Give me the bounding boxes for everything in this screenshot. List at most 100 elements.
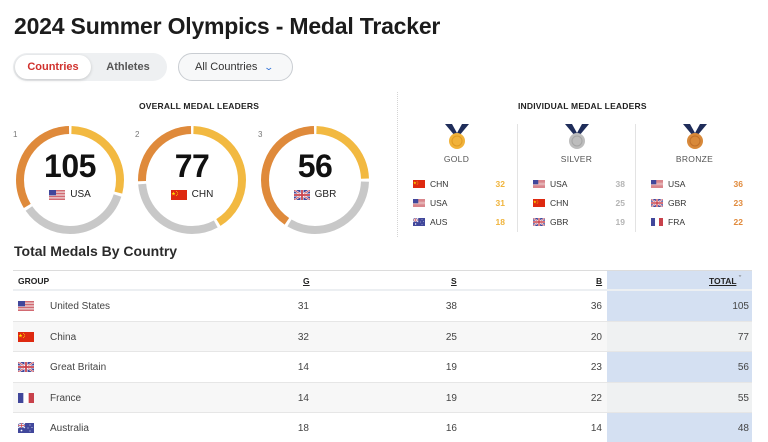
- overall-leader-gbr[interactable]: 3 56 GBR: [255, 120, 375, 240]
- country-code: AUS: [430, 217, 448, 227]
- country-code: CHN: [191, 189, 214, 200]
- table-row[interactable]: France 14 19 22 55: [13, 382, 752, 413]
- tab-athletes[interactable]: Athletes: [106, 61, 150, 73]
- flag-usa-icon: [18, 301, 34, 311]
- table-row[interactable]: Great Britain 14 19 23 56: [13, 352, 752, 383]
- bronze-count: 36: [590, 301, 602, 312]
- country-label: CHN: [132, 189, 252, 200]
- medal-count: 32: [495, 179, 505, 189]
- medal-count: 22: [733, 217, 743, 227]
- header-silver[interactable]: S: [451, 276, 457, 286]
- country-code: USA: [550, 179, 568, 189]
- header-gold[interactable]: G: [303, 276, 310, 286]
- gold-count: 32: [297, 331, 309, 343]
- total-count: 56: [737, 362, 749, 373]
- gold-count: 14: [297, 362, 309, 373]
- leader-row[interactable]: CHN 32: [398, 177, 515, 191]
- overall-leader-usa[interactable]: 1 105 USA: [10, 120, 130, 240]
- country-code: CHN: [550, 198, 569, 208]
- leader-row[interactable]: CHN 25: [518, 196, 635, 210]
- leader-row[interactable]: GBR 19: [518, 215, 635, 229]
- country-name: United States: [50, 301, 111, 312]
- table-top-border: [13, 270, 752, 271]
- medal-count: 23: [733, 198, 743, 208]
- flag-usa-icon: [413, 199, 425, 207]
- country-name: China: [50, 331, 77, 343]
- medal-count: 19: [615, 217, 625, 227]
- gold-count: 14: [297, 392, 309, 404]
- country-name: France: [50, 392, 82, 404]
- leader-row[interactable]: FRA 22: [636, 215, 753, 229]
- rank-label: 2: [135, 130, 140, 139]
- tab-countries[interactable]: Countries: [15, 55, 91, 79]
- table-row[interactable]: United States 31 38 36 105: [13, 291, 752, 322]
- total-column-highlight: [607, 270, 752, 442]
- flag-chn-icon: [170, 189, 187, 200]
- overall-leader-chn[interactable]: 2 77 CHN: [132, 120, 252, 240]
- total-cell-bg: [607, 382, 752, 412]
- bronze-medal-icon: [682, 124, 707, 149]
- total-count: 55: [737, 392, 749, 404]
- leader-row[interactable]: USA 31: [398, 196, 515, 210]
- leader-row[interactable]: USA 36: [636, 177, 753, 191]
- medal-label: GOLD: [443, 154, 470, 164]
- country-label: GBR: [255, 189, 375, 200]
- flag-gbr-icon: [651, 199, 663, 207]
- total-medals: 56: [297, 148, 333, 184]
- flag-fra-icon: [18, 392, 34, 403]
- total-count: 48: [737, 423, 749, 434]
- medal-column-gold: GOLD CHN 32 USA 31 AUS 18: [398, 122, 515, 227]
- leader-row[interactable]: AUS 18: [398, 215, 515, 229]
- total-count: 77: [737, 331, 749, 343]
- medal-ring-chart: [261, 126, 369, 234]
- bronze-count: 20: [590, 331, 602, 343]
- country-code: FRA: [668, 217, 685, 227]
- silver-count: 19: [445, 362, 457, 373]
- country-filter-value: All Countries: [195, 61, 258, 73]
- gold-medal-icon: [444, 124, 469, 149]
- gold-count: 18: [297, 423, 309, 434]
- country-code: CHN: [430, 179, 449, 189]
- header-total[interactable]: TOTAL ˇ: [709, 276, 742, 286]
- sort-chevron-icon: ˇ: [738, 276, 742, 283]
- total-medals: 77: [174, 148, 210, 184]
- header-bronze[interactable]: B: [596, 276, 603, 286]
- medal-column-bronze: BRONZE USA 36 GBR 23 FRA 22: [636, 122, 753, 227]
- medal-ring-chart: [16, 126, 124, 234]
- country-name: Great Britain: [50, 362, 107, 373]
- leader-row[interactable]: GBR 23: [636, 196, 753, 210]
- section-divider: [397, 92, 398, 237]
- gold-count: 31: [297, 301, 309, 312]
- table-row[interactable]: Australia 18 16 14 48: [13, 413, 752, 442]
- medal-count: 25: [615, 198, 625, 208]
- flag-aus-icon: [413, 218, 425, 226]
- table-title: Total Medals By Country: [14, 243, 178, 259]
- country-code: USA: [430, 198, 448, 208]
- medal-label: BRONZE: [675, 154, 714, 164]
- country-code: USA: [70, 189, 91, 200]
- flag-gbr-icon: [533, 218, 545, 226]
- individual-leaders-heading: INDIVIDUAL MEDAL LEADERS: [518, 101, 647, 111]
- bronze-count: 22: [590, 392, 602, 404]
- total-cell-bg: [607, 321, 752, 351]
- total-medals: 105: [44, 148, 96, 184]
- medal-column-silver: SILVER USA 38 CHN 25 GBR 19: [518, 122, 635, 227]
- column-divider: [517, 124, 518, 232]
- leader-row[interactable]: USA 38: [518, 177, 635, 191]
- country-code: GBR: [668, 198, 687, 208]
- flag-gbr-icon: [293, 189, 310, 200]
- table-row[interactable]: China 32 25 20 77: [13, 321, 752, 352]
- header-group: GROUP: [18, 276, 50, 286]
- country-name: Australia: [50, 423, 89, 434]
- table-header: GROUP G S B TOTAL ˇ: [13, 270, 752, 291]
- medal-count: 31: [495, 198, 505, 208]
- silver-count: 16: [445, 423, 457, 434]
- flag-gbr-icon: [18, 362, 34, 372]
- medal-label: SILVER: [560, 154, 593, 164]
- total-count: 105: [732, 301, 749, 312]
- silver-count: 19: [445, 392, 457, 404]
- overall-leaders-heading: OVERALL MEDAL LEADERS: [139, 101, 260, 111]
- silver-medal-icon: [564, 124, 589, 149]
- country-filter-dropdown[interactable]: All Countries ⌄: [178, 53, 293, 81]
- medal-ring-chart: [138, 126, 246, 234]
